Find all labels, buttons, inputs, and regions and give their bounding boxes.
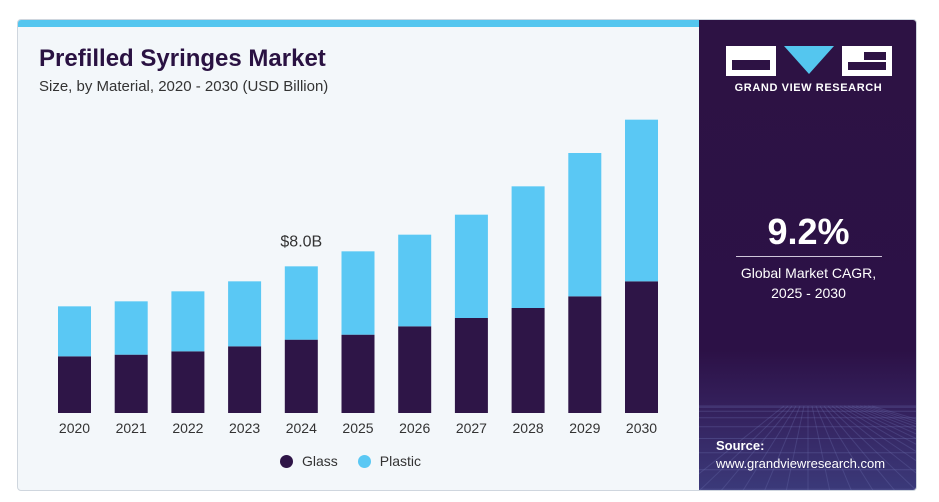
grid-line — [721, 405, 793, 490]
brand-name: GRAND VIEW RESEARCH — [734, 82, 883, 94]
bar-glass-2025 — [341, 334, 375, 413]
legend-label-plastic: Plastic — [379, 453, 422, 469]
chart-subtitle: Size, by Material, 2020 - 2030 (USD Bill… — [39, 78, 329, 95]
grid-line — [843, 405, 916, 445]
grid-line — [855, 405, 916, 431]
grid-line — [823, 405, 895, 490]
source-label: Source: — [716, 438, 765, 453]
x-tick-label: 2028 — [513, 420, 544, 436]
grid-line — [699, 405, 789, 490]
bar-glass-2021 — [114, 354, 148, 413]
x-tick-label: 2021 — [116, 420, 147, 436]
bar-glass-2029 — [568, 296, 602, 413]
x-tick-label: 2027 — [456, 420, 487, 436]
bar-glass-2020 — [58, 356, 91, 413]
legend-item-glass: Glass — [280, 453, 338, 469]
grid-line — [815, 405, 852, 490]
divider — [736, 256, 882, 257]
bar-plastic-2023 — [228, 281, 262, 347]
x-tick-label: 2023 — [229, 420, 260, 436]
sidebar-panel: GRAND VIEW RESEARCH 9.2% Global Market C… — [699, 20, 916, 490]
grand-view-research-logo-icon — [726, 46, 892, 76]
legend-item-plastic: Plastic — [357, 453, 422, 469]
bar-plastic-2029 — [568, 153, 602, 297]
bar-plastic-2021 — [114, 301, 148, 355]
legend-swatch-plastic — [357, 454, 371, 468]
grid-line — [859, 405, 916, 428]
chart-title: Prefilled Syringes Market — [39, 45, 326, 72]
legend: Glass Plastic — [280, 453, 431, 469]
source-url[interactable]: www.grandviewresearch.com — [716, 456, 886, 471]
bar-glass-2023 — [228, 346, 262, 413]
bar-plastic-2026 — [398, 234, 432, 327]
grid-line — [819, 405, 874, 490]
x-tick-label: 2025 — [342, 420, 373, 436]
bar-glass-2030 — [625, 281, 658, 413]
grid-line — [742, 405, 797, 490]
legend-label-glass: Glass — [302, 453, 338, 469]
grid-line — [847, 405, 916, 440]
bar-glass-2027 — [454, 318, 488, 413]
accent-bar — [18, 20, 699, 27]
bar-plastic-2022 — [171, 291, 205, 352]
bar-glass-2022 — [171, 351, 205, 413]
grid-line — [699, 405, 785, 475]
grid-line — [785, 405, 805, 490]
x-tick-label: 2024 — [286, 420, 317, 436]
x-tick-label: 2022 — [172, 420, 203, 436]
x-tick-label: 2026 — [399, 420, 430, 436]
bar-plastic-2020 — [58, 306, 91, 357]
grid-line — [839, 405, 916, 452]
cagr-label-line1: Global Market CAGR, — [740, 265, 877, 281]
grid-line — [827, 405, 916, 490]
chart-card: Prefilled Syringes Market Size, by Mater… — [17, 19, 917, 491]
grid-line — [867, 405, 916, 422]
decorative-grid — [699, 405, 916, 490]
legend-swatch-glass — [280, 454, 293, 468]
grid-line — [831, 405, 916, 474]
bar-plastic-2027 — [454, 214, 488, 318]
x-tick-label: 2020 — [59, 420, 90, 436]
bar-glass-2028 — [511, 308, 545, 413]
cagr-value: 9.2% — [767, 211, 850, 252]
grid-line — [811, 405, 831, 490]
grid-line — [764, 405, 801, 490]
grid-line — [851, 405, 916, 435]
grid-line — [863, 405, 916, 425]
bar-plastic-2028 — [511, 186, 545, 308]
cagr-label: Global Market CAGR, 2025 - 2030 — [699, 263, 916, 303]
bar-plastic-2024 — [284, 266, 318, 340]
cagr-label-line2: 2025 - 2030 — [771, 285, 846, 301]
bar-glass-2024 — [284, 339, 318, 413]
x-tick-label: 2029 — [569, 420, 600, 436]
x-tick-label: 2030 — [626, 420, 657, 436]
bar-glass-2026 — [398, 326, 432, 413]
bar-chart: 2020 2021 2022 2023 2024 $8.0B 2025 2026 2027 202… — [58, 119, 658, 436]
bar-plastic-2030 — [625, 119, 658, 282]
grid-line — [835, 405, 916, 462]
data-label: $8.0B — [280, 233, 322, 250]
bar-plastic-2025 — [341, 251, 375, 335]
